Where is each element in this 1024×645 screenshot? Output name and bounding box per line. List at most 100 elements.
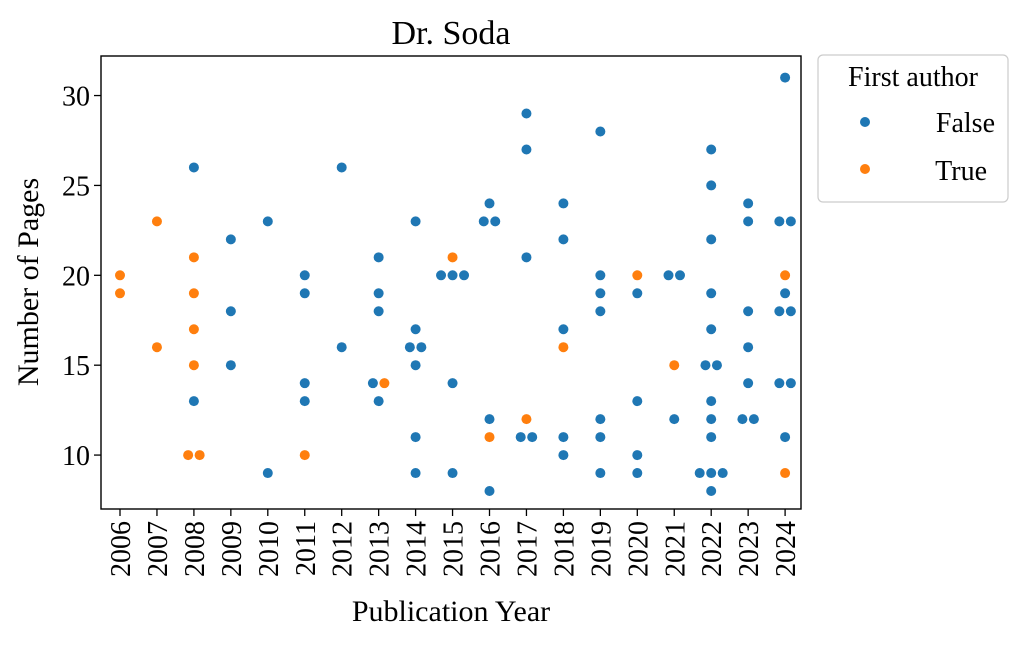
data-point-false bbox=[262, 216, 273, 227]
data-point-false bbox=[785, 378, 796, 389]
data-point-false bbox=[595, 414, 606, 425]
data-point-false bbox=[717, 468, 728, 479]
data-point-false bbox=[447, 270, 458, 281]
data-point-true bbox=[183, 450, 194, 461]
data-point-false bbox=[299, 378, 310, 389]
data-point-false bbox=[694, 468, 705, 479]
data-point-false bbox=[774, 306, 785, 317]
data-point-false bbox=[632, 450, 643, 461]
data-point-false bbox=[299, 396, 310, 407]
data-point-true bbox=[188, 324, 199, 335]
data-point-false bbox=[706, 234, 717, 245]
data-point-true bbox=[484, 432, 495, 443]
data-point-false bbox=[484, 198, 495, 209]
y-tick-label: 10 bbox=[62, 441, 90, 472]
data-point-true bbox=[188, 360, 199, 371]
data-point-false bbox=[367, 378, 378, 389]
x-tick-label: 2008 bbox=[180, 521, 211, 577]
data-point-false bbox=[373, 288, 384, 299]
x-tick-label: 2007 bbox=[143, 521, 174, 577]
data-point-false bbox=[436, 270, 447, 281]
data-point-false bbox=[336, 342, 347, 353]
data-point-false bbox=[737, 414, 748, 425]
data-point-true bbox=[115, 270, 125, 281]
y-axis-label: Number of Pages bbox=[12, 178, 45, 386]
x-tick-label: 2023 bbox=[734, 521, 765, 577]
data-point-true bbox=[115, 288, 125, 299]
x-axis-label: Publication Year bbox=[352, 595, 550, 628]
data-point-false bbox=[521, 108, 532, 119]
legend-marker-false bbox=[860, 117, 870, 127]
legend-label-false: False bbox=[936, 108, 995, 139]
data-point-true bbox=[632, 270, 643, 281]
data-point-true bbox=[521, 414, 532, 425]
data-point-false bbox=[299, 270, 310, 281]
data-point-false bbox=[410, 360, 421, 371]
x-tick-label: 2022 bbox=[697, 521, 728, 577]
data-point-false bbox=[632, 396, 643, 407]
data-point-false bbox=[299, 288, 310, 299]
data-point-false bbox=[706, 144, 717, 155]
data-point-false bbox=[706, 288, 717, 299]
data-point-false bbox=[225, 360, 236, 371]
data-point-false bbox=[706, 396, 717, 407]
data-point-false bbox=[459, 270, 470, 281]
data-point-false bbox=[558, 432, 569, 443]
data-point-false bbox=[225, 234, 236, 245]
data-point-true bbox=[188, 252, 199, 263]
x-tick-label: 2010 bbox=[254, 521, 285, 577]
data-point-false bbox=[595, 306, 606, 317]
data-point-false bbox=[558, 198, 569, 209]
data-point-false bbox=[527, 432, 538, 443]
data-point-true bbox=[379, 378, 390, 389]
data-point-false bbox=[558, 324, 569, 335]
data-point-false bbox=[595, 288, 606, 299]
data-point-false bbox=[669, 414, 680, 425]
x-tick-label: 2020 bbox=[623, 521, 654, 577]
x-tick-label: 2009 bbox=[217, 521, 248, 577]
data-point-false bbox=[515, 432, 526, 443]
x-tick-label: 2015 bbox=[439, 521, 470, 577]
data-point-false bbox=[558, 234, 569, 245]
data-point-false bbox=[478, 216, 489, 227]
x-tick-label: 2011 bbox=[291, 521, 322, 576]
x-axis: 2006 2007 2008 2009 2010 2011 2012 2013 2014 2015… bbox=[106, 509, 802, 577]
data-point-false bbox=[748, 414, 759, 425]
data-point-false bbox=[595, 126, 606, 137]
data-point-false bbox=[780, 72, 791, 83]
x-tick-label: 2018 bbox=[549, 521, 580, 577]
data-point-false bbox=[780, 432, 791, 443]
x-tick-label: 2012 bbox=[328, 521, 359, 577]
data-point-false bbox=[706, 414, 717, 425]
data-point-false bbox=[706, 324, 717, 335]
data-point-false bbox=[774, 216, 785, 227]
data-point-true bbox=[188, 288, 199, 299]
data-point-false bbox=[447, 378, 458, 389]
data-point-false bbox=[785, 306, 796, 317]
x-tick-label: 2006 bbox=[106, 521, 137, 577]
data-point-false bbox=[743, 378, 754, 389]
data-point-false bbox=[780, 288, 791, 299]
data-point-true bbox=[299, 450, 310, 461]
data-point-false bbox=[410, 432, 421, 443]
data-point-false bbox=[632, 288, 643, 299]
x-tick-label: 2017 bbox=[512, 521, 543, 577]
data-point-false bbox=[706, 432, 717, 443]
data-point-false bbox=[416, 342, 427, 353]
data-point-false bbox=[711, 360, 722, 371]
data-point-false bbox=[373, 252, 384, 263]
chart-title: Dr. Soda bbox=[392, 15, 511, 52]
data-point-false bbox=[336, 162, 347, 173]
x-tick-label: 2016 bbox=[476, 521, 507, 577]
data-point-false bbox=[490, 216, 501, 227]
data-point-false bbox=[675, 270, 685, 281]
data-point-false bbox=[484, 486, 495, 497]
x-tick-label: 2013 bbox=[365, 521, 396, 577]
legend-title: First author bbox=[848, 62, 979, 93]
x-tick-label: 2024 bbox=[771, 521, 802, 577]
data-point-false bbox=[595, 432, 606, 443]
data-point-false bbox=[785, 216, 796, 227]
legend-label-true: True bbox=[935, 156, 987, 187]
x-tick-label: 2021 bbox=[660, 521, 691, 577]
